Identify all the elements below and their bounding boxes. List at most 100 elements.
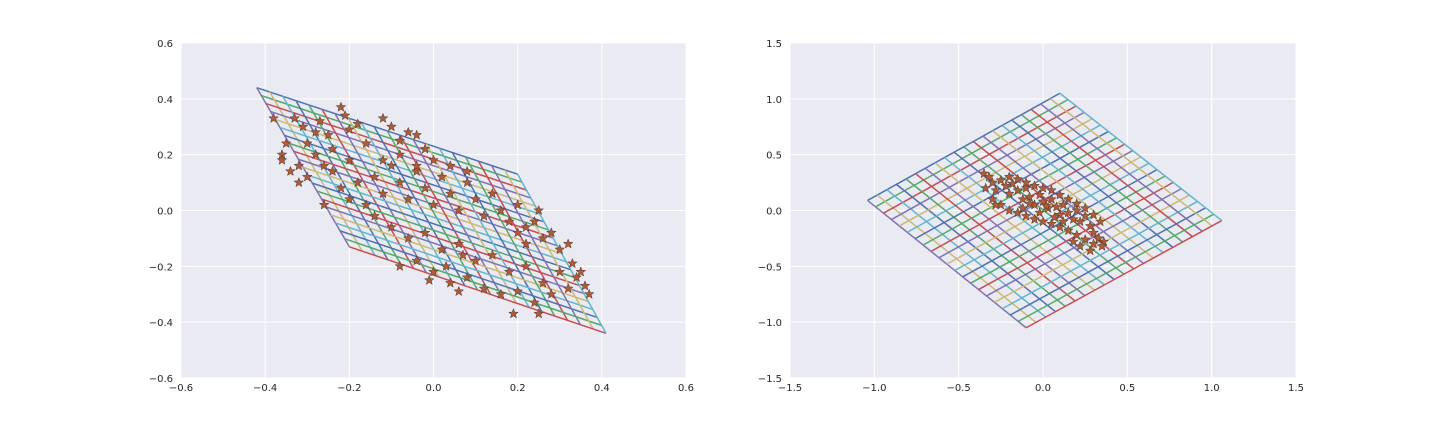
scatter-point bbox=[508, 308, 519, 319]
scatter-point bbox=[268, 112, 280, 123]
scatter-point bbox=[394, 176, 406, 188]
scatter-point bbox=[411, 165, 423, 177]
scatter-point bbox=[423, 274, 435, 285]
scatter-point bbox=[978, 167, 990, 179]
scatter-point bbox=[444, 277, 456, 288]
scatter-point bbox=[1034, 207, 1046, 218]
scatter-point bbox=[1062, 193, 1074, 204]
scatter-point bbox=[428, 154, 439, 165]
mesh-line-u bbox=[339, 230, 598, 319]
y-tick-label: −0.6 bbox=[149, 374, 173, 385]
scatter-point bbox=[1084, 244, 1096, 256]
scatter-point bbox=[289, 112, 301, 123]
scatter-point bbox=[1029, 213, 1040, 225]
scatter-point bbox=[461, 176, 473, 188]
scatter-point bbox=[529, 215, 540, 227]
scatter-point bbox=[394, 260, 406, 271]
scatter-point bbox=[562, 282, 574, 294]
scatter-point bbox=[377, 154, 389, 165]
scatter-point bbox=[444, 160, 456, 171]
plot-area bbox=[256, 86, 607, 335]
scatter-point bbox=[436, 243, 448, 255]
scatter-point bbox=[318, 160, 330, 171]
scatter-point bbox=[457, 249, 469, 260]
scatter-point bbox=[339, 109, 351, 121]
x-tick-label: 0.6 bbox=[678, 383, 694, 394]
x-tick-label: 0.0 bbox=[1035, 383, 1051, 394]
scatter-point bbox=[1037, 195, 1049, 207]
x-tick-label: −0.6 bbox=[169, 383, 193, 394]
mesh-line-v bbox=[517, 173, 607, 334]
y-tick-label: −0.2 bbox=[149, 262, 173, 273]
y-tick-label: 0.0 bbox=[766, 207, 782, 218]
x-tick-label: 1.5 bbox=[1288, 383, 1304, 394]
scatter-point bbox=[402, 126, 414, 137]
mesh-line-v bbox=[399, 134, 492, 295]
scatter-point bbox=[1071, 198, 1083, 209]
scatter-point bbox=[1084, 220, 1096, 231]
x-tick-label: 0.0 bbox=[426, 383, 442, 394]
scatter-point bbox=[1046, 218, 1057, 229]
y-tick-label: −1.5 bbox=[758, 374, 782, 385]
scatter-point bbox=[327, 165, 338, 177]
scatter-point bbox=[276, 154, 288, 165]
scatter-point bbox=[533, 204, 545, 216]
mesh-line-u bbox=[1025, 219, 1223, 329]
mesh-line-v bbox=[1049, 98, 1213, 227]
scatter-point bbox=[1071, 204, 1083, 216]
mesh-line-u bbox=[321, 198, 580, 287]
scatter-point bbox=[343, 154, 355, 165]
scatter-point bbox=[369, 171, 381, 182]
right-subplot: −1.5 −1.0 −0.5 0.0 0.5 1.0 1.5 −1.5 −1.0 −0.5 0.0 0… bbox=[758, 39, 1304, 394]
scatter-point bbox=[394, 148, 406, 160]
mesh-line-v bbox=[412, 139, 505, 300]
scatter-point bbox=[360, 137, 372, 149]
scatter-point bbox=[1096, 240, 1108, 251]
mesh-line-u bbox=[325, 206, 585, 295]
mesh-line-u bbox=[1017, 213, 1215, 323]
scatter-point bbox=[1074, 240, 1086, 251]
scatter-point bbox=[503, 266, 515, 277]
scatter-point bbox=[1040, 200, 1052, 211]
scatter-point bbox=[1029, 180, 1040, 191]
scatter-point bbox=[1079, 233, 1091, 245]
scatter-point bbox=[284, 165, 296, 177]
scatter-point bbox=[402, 193, 414, 204]
scatter-point bbox=[1017, 193, 1029, 204]
scatter-point bbox=[335, 182, 347, 193]
scatter-point bbox=[310, 148, 322, 160]
scatter-point bbox=[1012, 173, 1024, 184]
mesh-line-u bbox=[1009, 207, 1206, 316]
mesh-line-v bbox=[1040, 103, 1203, 232]
scatter-point bbox=[453, 285, 465, 297]
scatter-point bbox=[1003, 171, 1015, 182]
mesh-line-v bbox=[490, 165, 582, 326]
scatter-point bbox=[352, 118, 364, 129]
scatter-point bbox=[461, 165, 473, 177]
scatter-point bbox=[1098, 236, 1110, 247]
scatter-point bbox=[1017, 202, 1029, 213]
scatter-point bbox=[1057, 215, 1069, 227]
scatter-point bbox=[520, 260, 532, 271]
scatter-point bbox=[1020, 210, 1032, 221]
scatter-point bbox=[537, 277, 549, 288]
x-tick-label: 0.4 bbox=[594, 383, 610, 394]
mesh-line-u bbox=[349, 246, 607, 335]
scatter-point bbox=[461, 271, 473, 283]
scatter-point bbox=[310, 126, 322, 137]
scatter-point bbox=[1012, 184, 1024, 196]
mesh-line-v bbox=[1001, 124, 1164, 254]
scatter-point bbox=[566, 257, 578, 269]
scatter-point bbox=[571, 271, 583, 283]
scatter-point bbox=[1054, 209, 1066, 220]
scatter-point bbox=[579, 280, 591, 291]
scatter-point bbox=[512, 285, 524, 297]
scatter-point bbox=[1034, 189, 1046, 200]
scatter-point bbox=[537, 232, 549, 244]
y-tick-label: 1.0 bbox=[766, 95, 782, 106]
scatter-point bbox=[419, 182, 431, 193]
mesh-line-u bbox=[316, 190, 576, 279]
scatter-point bbox=[440, 260, 452, 271]
scatter-point bbox=[545, 227, 557, 238]
